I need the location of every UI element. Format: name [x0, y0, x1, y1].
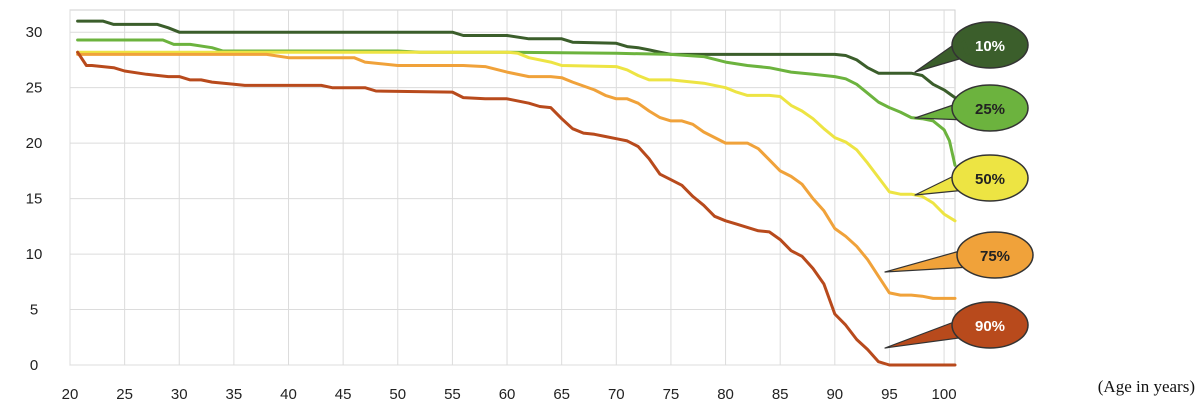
- x-tick-label: 50: [389, 386, 406, 403]
- x-tick-label: 20: [62, 386, 79, 403]
- x-tick-label: 70: [608, 386, 625, 403]
- x-axis-label: (Age in years): [1097, 377, 1195, 396]
- series-line-0: [76, 19, 957, 100]
- x-tick-label: 75: [663, 386, 680, 403]
- callout-seam: [961, 320, 970, 336]
- legend-label: 10%: [975, 38, 1005, 55]
- x-axis: 20 25 30 35 40 45 50 55 60 65 70 75 80 85 90 95 100: [62, 386, 957, 403]
- callout-seam: [961, 40, 970, 56]
- callout-0: 10%: [914, 21, 1029, 73]
- legend-label: 25%: [975, 101, 1005, 118]
- y-tick-label: 5: [30, 302, 38, 319]
- callout-bubble: [951, 21, 1029, 69]
- grid: [69, 9, 956, 366]
- legend-label: 50%: [975, 171, 1005, 188]
- x-tick-label: 60: [499, 386, 516, 403]
- x-tick-label: 40: [280, 386, 297, 403]
- x-tick-label: 65: [553, 386, 570, 403]
- callout-bubble: [956, 231, 1034, 279]
- callout-bubble: [951, 154, 1029, 202]
- x-tick-label: 45: [335, 386, 352, 403]
- x-tick-label: 35: [226, 386, 243, 403]
- callout-seam: [961, 173, 970, 189]
- x-tick-label: 30: [171, 386, 188, 403]
- series-lines: [76, 19, 957, 367]
- x-tick-label: 100: [932, 386, 957, 403]
- x-tick-label: 25: [116, 386, 133, 403]
- x-tick-label: 95: [881, 386, 898, 403]
- y-tick-label: 15: [26, 191, 43, 208]
- series-line-2: [76, 50, 957, 223]
- y-axis: 0 5 10 15 20 25 30: [26, 24, 43, 374]
- callout-seam: [966, 250, 975, 266]
- y-tick-label: 25: [26, 80, 43, 97]
- x-tick-label: 55: [444, 386, 461, 403]
- series-line-3: [76, 52, 957, 300]
- series-line-1: [76, 38, 957, 167]
- callout-bubble: [951, 84, 1029, 132]
- callout-4: 90%: [884, 301, 1029, 349]
- y-tick-label: 0: [30, 357, 38, 374]
- x-tick-label: 80: [717, 386, 734, 403]
- plot-area: [69, 9, 956, 366]
- callout-seam: [961, 103, 970, 119]
- y-tick-label: 10: [26, 246, 43, 263]
- y-tick-label: 30: [26, 24, 43, 41]
- x-tick-label: 90: [826, 386, 843, 403]
- series-callouts: 10% 25% 50% 75% 90%: [884, 21, 1034, 349]
- series-line-4: [76, 50, 957, 367]
- callout-3: 75%: [884, 231, 1034, 279]
- legend-label: 90%: [975, 318, 1005, 335]
- callout-2: 50%: [914, 154, 1029, 202]
- y-tick-label: 20: [26, 135, 43, 152]
- legend-label: 75%: [980, 248, 1010, 265]
- callout-bubble: [951, 301, 1029, 349]
- x-tick-label: 85: [772, 386, 789, 403]
- callout-1: 25%: [914, 84, 1029, 132]
